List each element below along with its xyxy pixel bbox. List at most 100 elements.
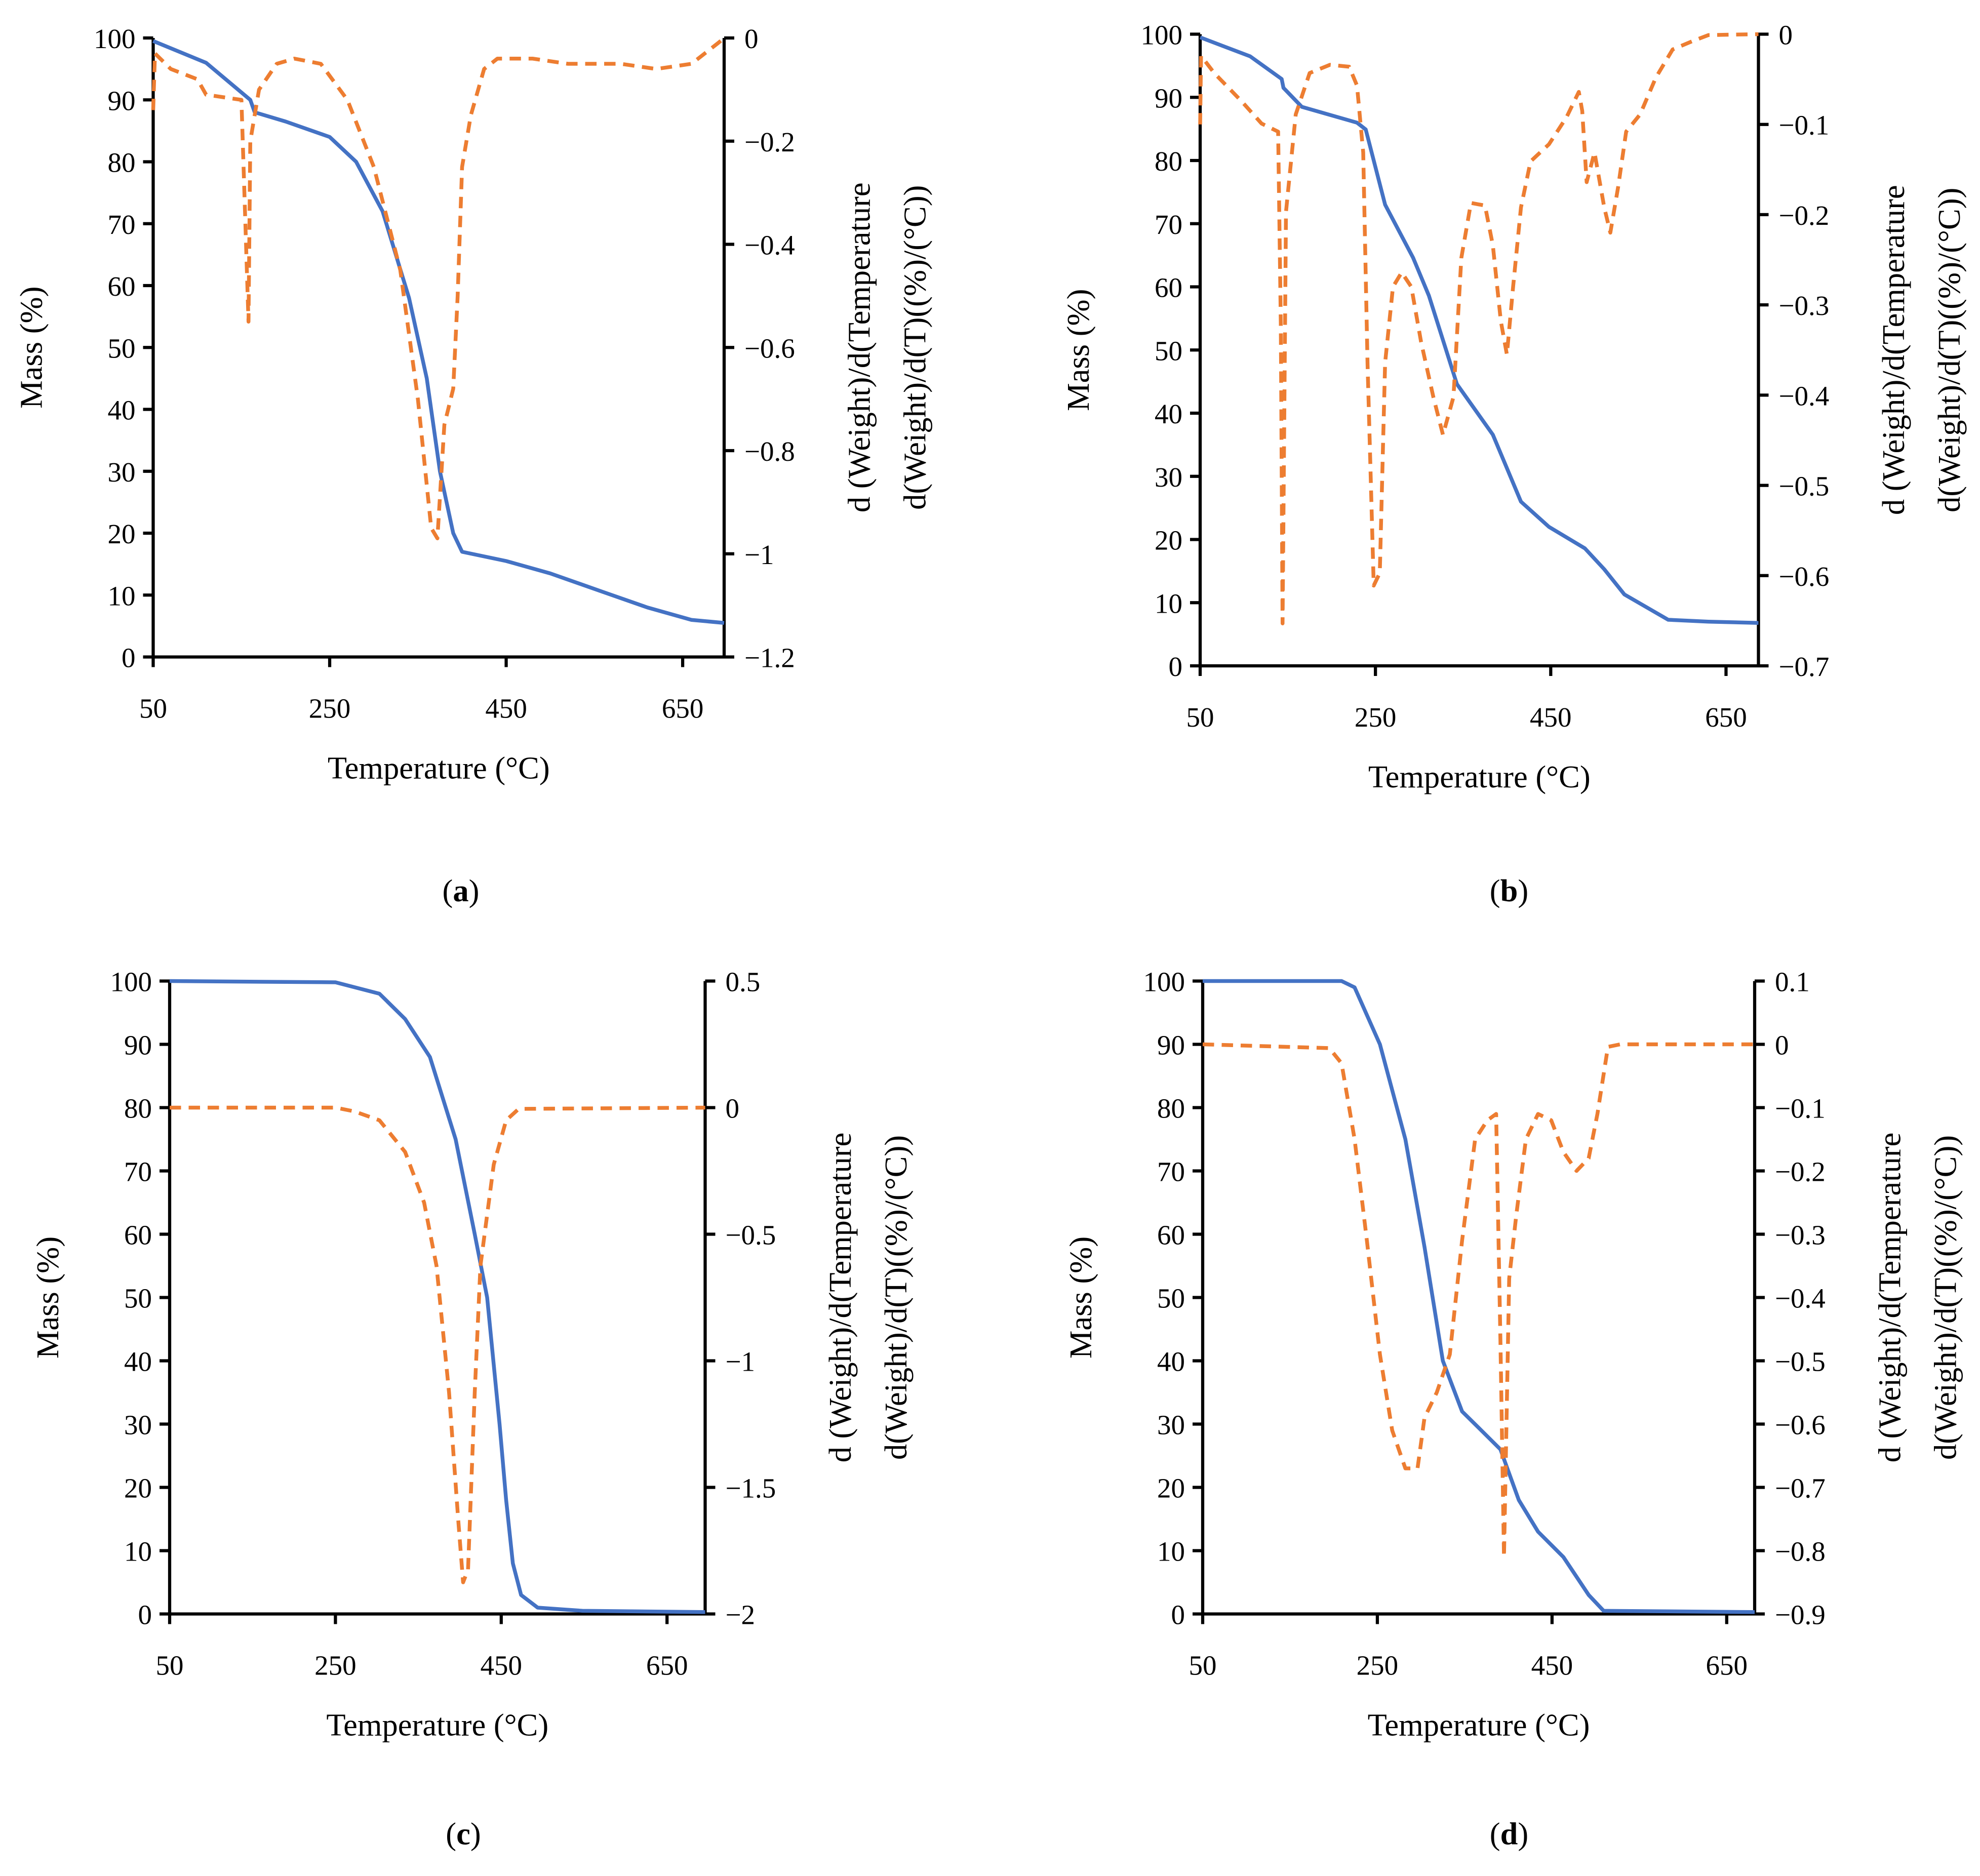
y2-axis-title: d (Weight)/d(Temperature <box>822 1133 858 1463</box>
y2-tick-label: −0.6 <box>744 333 795 364</box>
y-tick-label: 40 <box>1155 398 1182 429</box>
y-tick-label: 80 <box>124 1093 152 1124</box>
y2-tick-label: −0.8 <box>744 436 795 467</box>
x-axis-title: Temperature (°C) <box>1368 759 1591 794</box>
y-tick-label: 100 <box>110 967 152 997</box>
y2-tick-label: 0 <box>744 23 759 54</box>
y-tick-label: 40 <box>1157 1346 1185 1377</box>
y2-tick-label: 0 <box>726 1093 740 1124</box>
y2-axis-title: d(Weight)/d(T)((%)/(°C)) <box>1931 188 1967 512</box>
y2-tick-label: −0.5 <box>726 1220 776 1251</box>
mass-curve <box>1203 979 1755 1614</box>
y2-tick-label: −0.4 <box>1775 1283 1826 1314</box>
y2-axis-title: d (Weight)/d(Temperature <box>1876 185 1911 515</box>
y-tick-label: 70 <box>108 209 136 240</box>
y-tick-label: 0 <box>122 643 136 673</box>
x-tick-label: 50 <box>156 1650 184 1681</box>
y2-tick-label: −0.2 <box>744 127 795 157</box>
y2-tick-label: −0.1 <box>1779 110 1830 141</box>
x-tick-label: 50 <box>1189 1650 1217 1681</box>
x-tick-label: 450 <box>1531 1650 1573 1681</box>
y2-axis-title: d (Weight)/d(Temperature <box>1872 1133 1908 1463</box>
y-axis-title: Mass (%) <box>30 1236 65 1359</box>
y-tick-label: 70 <box>1157 1156 1185 1187</box>
y-tick-label: 20 <box>124 1473 152 1504</box>
y-tick-label: 60 <box>1155 272 1182 303</box>
y2-axis-title: d (Weight)/d(Temperature <box>842 182 877 512</box>
mass-curve <box>152 39 725 625</box>
y-tick-label: 20 <box>108 518 136 549</box>
y-tick-label: 100 <box>94 23 136 54</box>
y-tick-label: 70 <box>124 1156 152 1187</box>
y2-tick-label: 0.5 <box>726 967 761 997</box>
x-tick-label: 650 <box>1705 702 1747 733</box>
y-tick-label: 90 <box>124 1030 152 1061</box>
y-tick-label: 90 <box>108 85 136 116</box>
y-tick-label: 80 <box>1155 146 1182 177</box>
y2-tick-label: 0.1 <box>1775 967 1810 997</box>
y2-tick-label: 0 <box>1779 20 1793 51</box>
y-tick-label: 80 <box>1157 1093 1185 1124</box>
y-axis-title: Mass (%) <box>1063 1236 1098 1359</box>
x-tick-label: 250 <box>1355 702 1397 733</box>
y-tick-label: 100 <box>1143 967 1185 997</box>
y-tick-label: 60 <box>1157 1220 1185 1251</box>
mass-curve <box>169 979 705 1614</box>
derivative-curve <box>1202 1042 1755 1559</box>
y2-tick-label: −0.6 <box>1775 1410 1826 1441</box>
y-tick-label: 10 <box>108 580 136 611</box>
y2-tick-label: −0.9 <box>1775 1600 1826 1630</box>
x-tick-label: 450 <box>481 1650 523 1681</box>
y-tick-label: 100 <box>1141 20 1183 51</box>
y-tick-label: 90 <box>1157 1030 1185 1061</box>
x-tick-label: 50 <box>1186 702 1214 733</box>
y2-tick-label: −0.8 <box>1775 1536 1826 1567</box>
y-tick-label: 90 <box>1155 83 1182 113</box>
y2-tick-label: −0.7 <box>1775 1473 1826 1504</box>
y2-tick-label: −1.2 <box>744 643 795 673</box>
y-tick-label: 50 <box>1155 335 1182 366</box>
y-tick-label: 50 <box>108 333 136 364</box>
y2-tick-label: 0 <box>1775 1030 1789 1061</box>
x-tick-label: 250 <box>309 693 351 724</box>
y2-tick-label: −0.3 <box>1779 290 1830 321</box>
x-tick-label: 650 <box>662 693 704 724</box>
y2-tick-label: −2 <box>726 1600 756 1630</box>
y2-tick-label: −0.5 <box>1775 1346 1826 1377</box>
derivative-curve <box>151 36 726 540</box>
chart-panel-d: 0 10 20 30 40 50 60 70 80 90 100 0.1 0 −0.1 −0.2 −0.3 −0… <box>1063 967 1963 1852</box>
y2-tick-label: −0.2 <box>1775 1156 1826 1187</box>
x-tick-label: 50 <box>139 693 167 724</box>
y2-tick-label: −0.4 <box>744 230 795 261</box>
y2-tick-label: −0.5 <box>1779 471 1830 502</box>
x-axis-title: Temperature (°C) <box>1368 1707 1590 1743</box>
x-axis-title: Temperature (°C) <box>326 1707 548 1743</box>
y-axis-title: Mass (%) <box>14 287 49 409</box>
x-tick-label: 650 <box>646 1650 688 1681</box>
y-tick-label: 30 <box>108 457 136 488</box>
panel-label: (b) <box>1490 873 1528 908</box>
x-tick-label: 450 <box>1530 702 1572 733</box>
y2-axis-title: d(Weight)/d(T)((%)/(°C)) <box>878 1135 914 1460</box>
y2-axis-title: d(Weight)/d(T)((%)/(°C)) <box>897 185 933 510</box>
y-tick-label: 30 <box>124 1410 152 1441</box>
y2-tick-label: −0.6 <box>1779 561 1830 592</box>
chart-panel-a: 0 10 20 30 40 50 60 70 80 90 100 0 −0.2 −0.4 −0.6 −0.8 −… <box>14 23 933 908</box>
y-tick-label: 60 <box>124 1220 152 1251</box>
x-axis-title: Temperature (°C) <box>328 750 550 786</box>
y-tick-label: 10 <box>124 1536 152 1567</box>
y2-axis-title: d(Weight)/d(T)((%)/(°C)) <box>1928 1135 1963 1460</box>
derivative-curve <box>170 1105 705 1584</box>
y-tick-label: 0 <box>138 1600 152 1630</box>
y2-tick-label: −0.4 <box>1779 380 1830 411</box>
y-tick-label: 0 <box>1171 1600 1185 1630</box>
y-axis-title: Mass (%) <box>1060 289 1096 411</box>
y-tick-label: 40 <box>124 1346 152 1377</box>
y-tick-label: 30 <box>1155 462 1182 493</box>
chart-panel-b: 0 10 20 30 40 50 60 70 80 90 100 0 −0.1 −0.2 −0.3 −0.4 −… <box>1060 20 1967 909</box>
x-tick-label: 250 <box>1357 1650 1399 1681</box>
derivative-curve <box>1198 32 1759 625</box>
x-tick-label: 650 <box>1706 1650 1748 1681</box>
y-tick-label: 20 <box>1155 525 1182 556</box>
y2-tick-label: −0.1 <box>1775 1093 1826 1124</box>
